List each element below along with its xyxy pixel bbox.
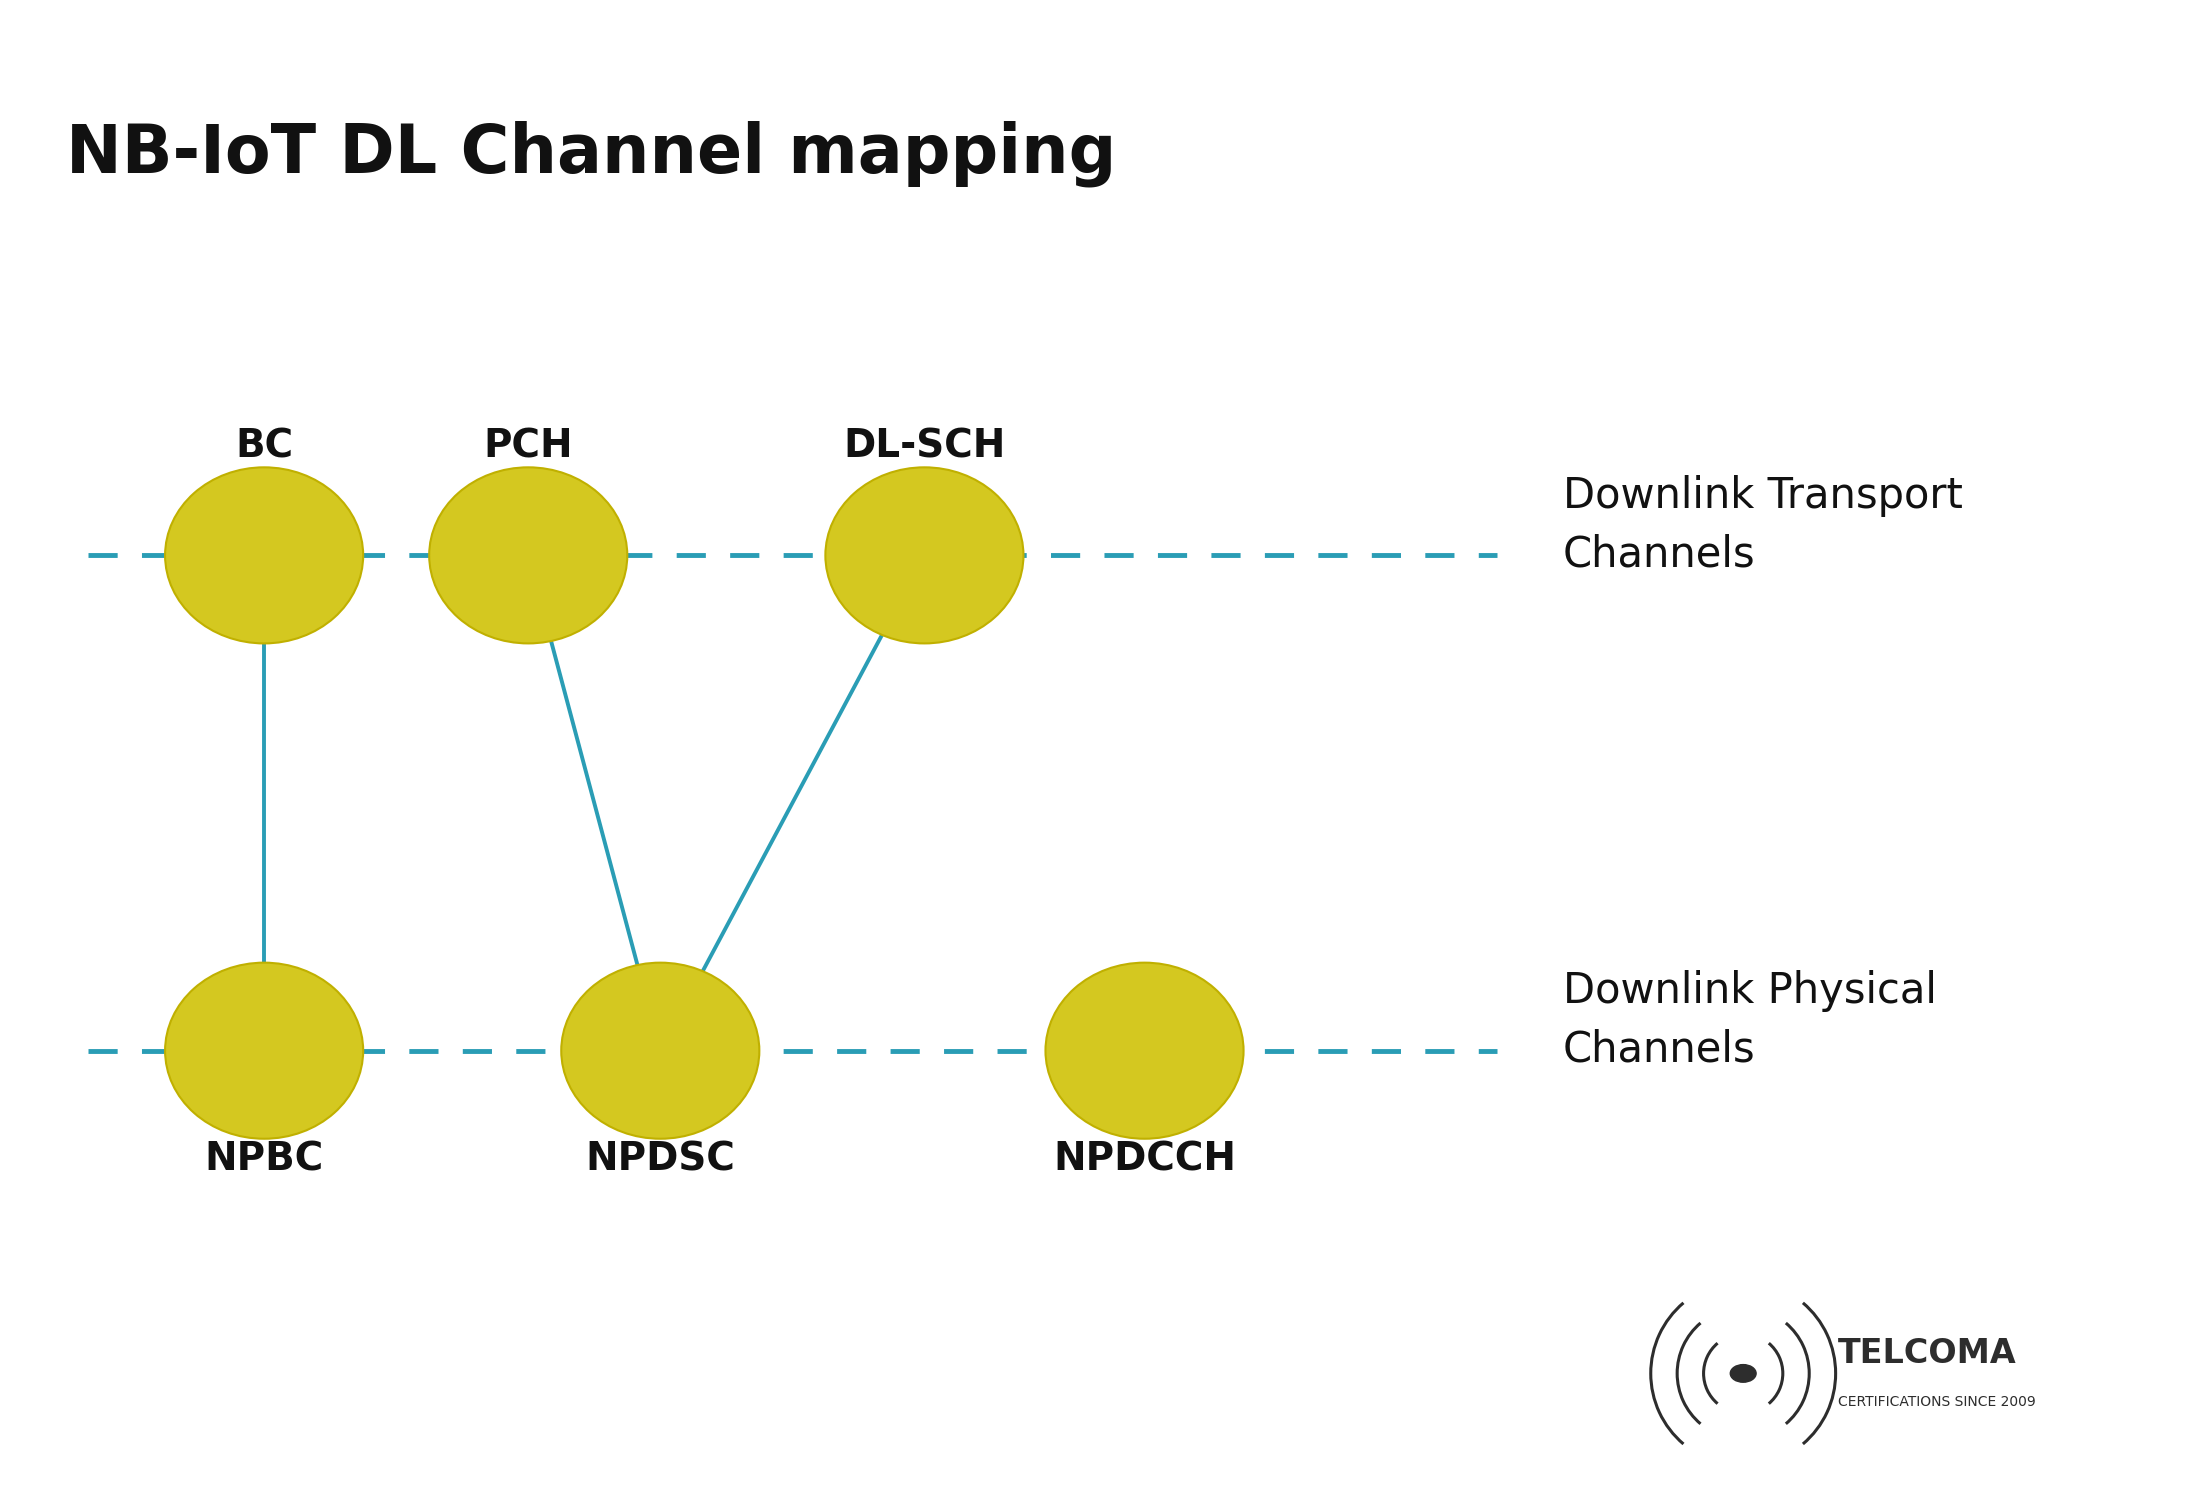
Text: PCH: PCH bbox=[484, 428, 572, 465]
Text: NPDSC: NPDSC bbox=[585, 1141, 735, 1178]
Text: NPBC: NPBC bbox=[205, 1141, 324, 1178]
Text: TELCOMA: TELCOMA bbox=[1838, 1337, 2016, 1370]
Text: BC: BC bbox=[236, 428, 293, 465]
Text: NPDCCH: NPDCCH bbox=[1052, 1141, 1237, 1178]
Ellipse shape bbox=[429, 467, 627, 644]
Text: NB-IoT DL Channel mapping: NB-IoT DL Channel mapping bbox=[66, 120, 1116, 186]
Text: Downlink Physical
Channels: Downlink Physical Channels bbox=[1563, 971, 1937, 1070]
Ellipse shape bbox=[1045, 962, 1244, 1139]
Ellipse shape bbox=[165, 467, 363, 644]
Text: CERTIFICATIONS SINCE 2009: CERTIFICATIONS SINCE 2009 bbox=[1838, 1394, 2036, 1409]
Ellipse shape bbox=[561, 962, 759, 1139]
Circle shape bbox=[1730, 1364, 1756, 1382]
Text: DL-SCH: DL-SCH bbox=[843, 428, 1006, 465]
Text: Downlink Transport
Channels: Downlink Transport Channels bbox=[1563, 476, 1963, 575]
Ellipse shape bbox=[825, 467, 1023, 644]
Ellipse shape bbox=[165, 962, 363, 1139]
